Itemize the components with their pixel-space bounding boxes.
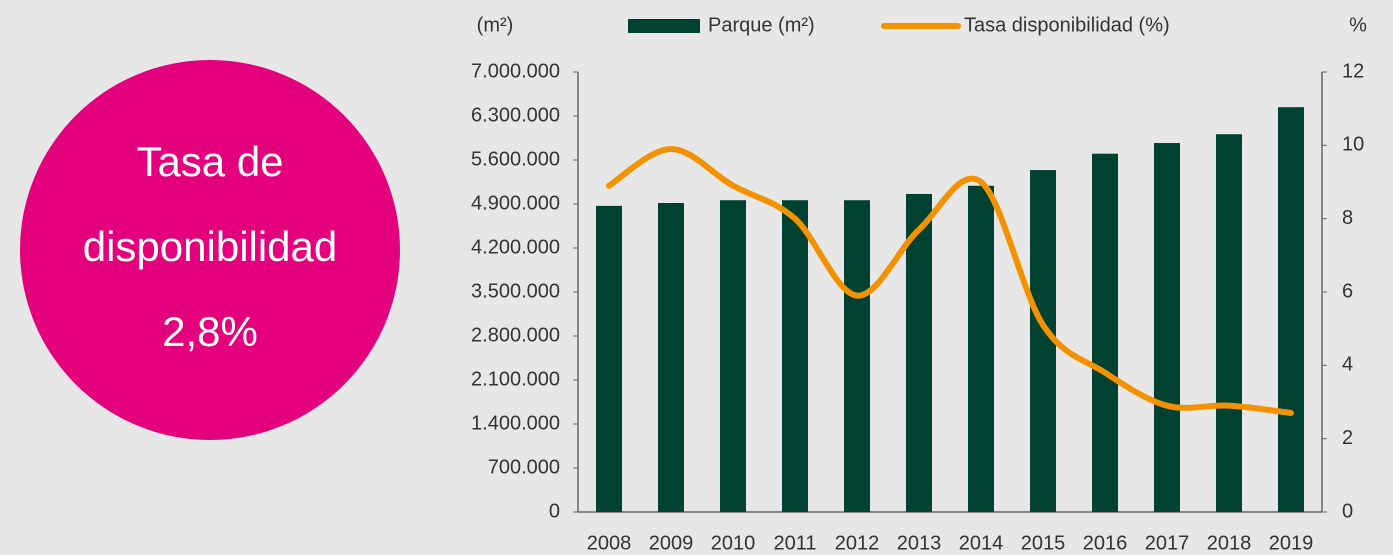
legend-swatch	[628, 19, 700, 33]
x-tick-label: 2009	[649, 532, 694, 554]
callout-text: Tasa de	[136, 138, 283, 185]
y2-tick-label: 4	[1342, 354, 1353, 376]
x-tick-label: 2011	[773, 532, 816, 554]
x-tick-label: 2013	[897, 532, 942, 554]
y2-tick-label: 10	[1342, 134, 1364, 156]
y2-tick-label: 12	[1342, 60, 1364, 82]
line	[606, 145, 1294, 416]
y2-axis-label: %	[1349, 14, 1367, 36]
y-tick-label: 4.900.000	[471, 192, 560, 214]
bar	[1216, 134, 1242, 512]
x-tick-label: 2012	[835, 532, 880, 554]
y-tick-label: 7.000.000	[471, 60, 560, 82]
y-tick-label: 4.200.000	[471, 236, 560, 258]
legend-label: Tasa disponibilidad (%)	[964, 14, 1170, 36]
bar	[906, 193, 932, 512]
bar	[1154, 143, 1180, 512]
y-tick-label: 5.600.000	[471, 148, 560, 170]
y2-tick-label: 6	[1342, 280, 1353, 302]
x-tick-label: 2014	[959, 532, 1004, 554]
y-axis-label: (m²)	[477, 14, 514, 36]
y-tick-label: 1.400.000	[471, 412, 560, 434]
x-tick-label: 2015	[1021, 532, 1066, 554]
x-tick-label: 2010	[711, 532, 756, 554]
y2-tick-label: 0	[1342, 500, 1353, 522]
callout-text: disponibilidad	[83, 223, 338, 270]
bar	[720, 200, 746, 512]
y2-tick-label: 8	[1342, 207, 1353, 229]
y-tick-label: 3.500.000	[471, 280, 560, 302]
callout-value: 2,8%	[162, 308, 258, 355]
bar	[1278, 107, 1304, 512]
y-tick-label: 700.000	[488, 456, 560, 478]
y-tick-label: 0	[549, 500, 560, 522]
callout-circle	[20, 60, 400, 440]
x-tick-label: 2008	[587, 532, 632, 554]
x-tick-label: 2016	[1083, 532, 1128, 554]
y2-tick-label: 2	[1342, 427, 1353, 449]
y-tick-label: 2.100.000	[471, 368, 560, 390]
x-tick-label: 2019	[1269, 532, 1314, 554]
y-tick-label: 2.800.000	[471, 324, 560, 346]
y-tick-label: 6.300.000	[471, 104, 560, 126]
bar	[844, 200, 870, 512]
bar	[658, 202, 684, 512]
bar	[596, 205, 622, 512]
bar	[968, 185, 994, 512]
bar	[782, 200, 808, 512]
legend-label: Parque (m²)	[708, 14, 815, 36]
x-tick-label: 2018	[1207, 532, 1252, 554]
x-tick-label: 2017	[1145, 532, 1190, 554]
bar	[1092, 153, 1118, 512]
